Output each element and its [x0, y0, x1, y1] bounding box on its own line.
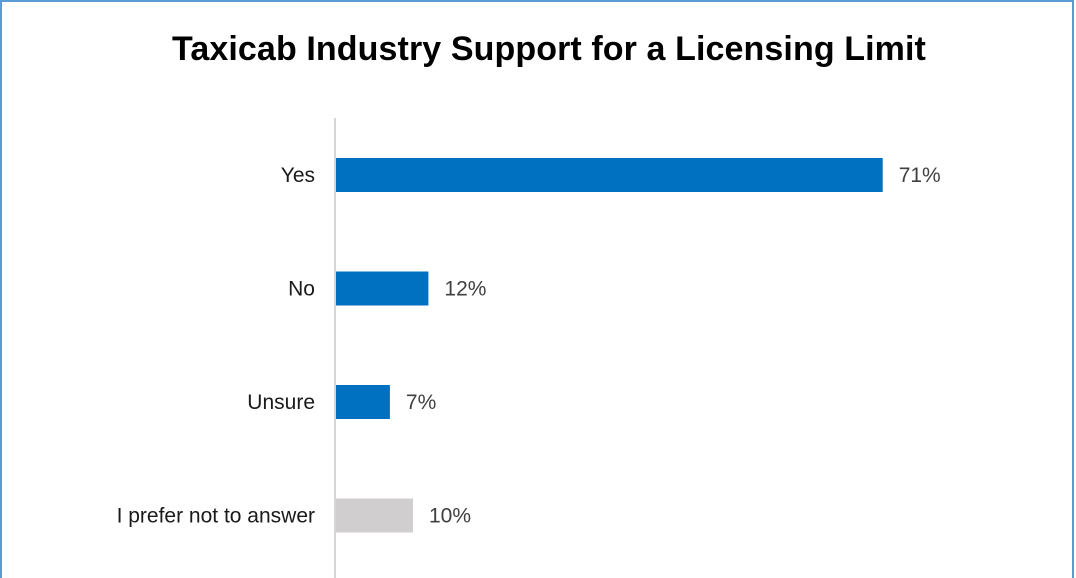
value-label: 10%	[429, 505, 471, 528]
category-label: No	[288, 278, 315, 301]
value-label: 7%	[406, 391, 436, 414]
chart-title: Taxicab Industry Support for a Licensing…	[172, 30, 926, 68]
bar	[336, 385, 390, 419]
category-label: Yes	[281, 164, 315, 187]
bar	[336, 271, 429, 306]
bar	[336, 158, 883, 192]
category-label: Unsure	[247, 391, 315, 414]
bar	[336, 498, 413, 533]
value-label: 71%	[899, 164, 941, 187]
value-label: 12%	[444, 278, 486, 301]
category-label: I prefer not to answer	[117, 505, 315, 528]
